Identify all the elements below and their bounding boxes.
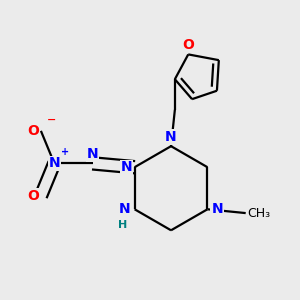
Text: N: N <box>49 156 60 170</box>
Text: N: N <box>165 130 177 144</box>
Text: CH₃: CH₃ <box>248 207 271 220</box>
Text: N: N <box>119 202 131 216</box>
Text: +: + <box>61 146 69 157</box>
Text: O: O <box>27 124 39 138</box>
Text: N: N <box>121 160 133 174</box>
Text: N: N <box>211 202 223 216</box>
Text: H: H <box>118 220 127 230</box>
Text: O: O <box>27 189 39 203</box>
Text: O: O <box>182 38 194 52</box>
Text: −: − <box>47 115 56 125</box>
Text: N: N <box>165 130 177 144</box>
Text: N: N <box>87 148 98 161</box>
